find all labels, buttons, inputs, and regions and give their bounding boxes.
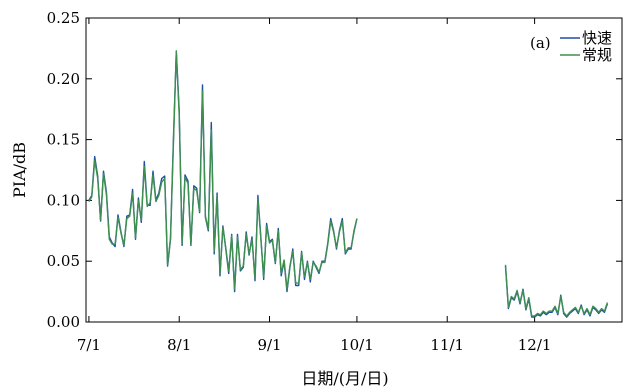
panel-label: (a) xyxy=(530,34,551,52)
y-tick-label: 0.10 xyxy=(47,191,80,209)
y-axis-ticks: 0.00 0.05 0.10 0.15 0.20 0.25 xyxy=(47,9,622,331)
y-tick-label: 0.15 xyxy=(47,131,80,149)
x-tick-label: 11/1 xyxy=(430,336,464,354)
series-line-kuaisu xyxy=(88,51,358,293)
y-axis-label: PIA/dB xyxy=(10,142,29,198)
x-tick-label: 12/1 xyxy=(518,336,552,354)
series-line-changgui xyxy=(88,50,358,290)
x-axis-ticks: 7/1 8/1 9/1 10/1 11/1 12/1 xyxy=(77,18,552,354)
x-tick-label: 9/1 xyxy=(257,336,281,354)
x-axis-label: 日期/(月/日) xyxy=(301,369,388,388)
x-tick-label: 7/1 xyxy=(77,336,101,354)
plot-frame xyxy=(85,17,623,323)
series-line-changgui xyxy=(504,264,609,317)
legend-label-changgui: 常规 xyxy=(582,46,612,64)
series-layer xyxy=(88,50,609,318)
y-tick-label: 0.25 xyxy=(47,9,80,27)
y-tick-label: 0.00 xyxy=(47,313,80,331)
x-tick-label: 8/1 xyxy=(167,336,191,354)
y-tick-label: 0.05 xyxy=(47,252,80,270)
legend-label-kuaisu: 快速 xyxy=(582,29,612,47)
y-tick-label: 0.20 xyxy=(47,70,80,88)
legend: (a) 快速 常规 xyxy=(530,29,612,64)
x-tick-label: 10/1 xyxy=(340,336,374,354)
